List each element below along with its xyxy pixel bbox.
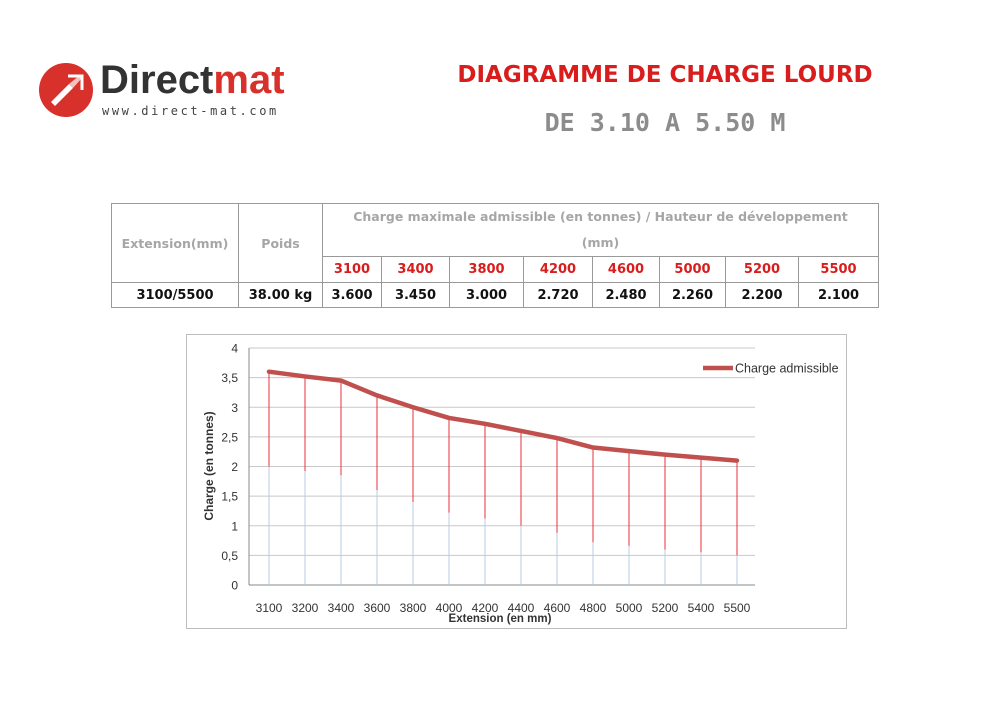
value-cell: 2.200: [725, 282, 799, 308]
header-weight: Poids: [238, 203, 323, 283]
page-title: DIAGRAMME DE CHARGE LOURD: [457, 62, 873, 88]
x-tick-label: 3200: [292, 601, 319, 615]
page-subtitle: DE 3.10 A 5.50 M: [544, 108, 786, 137]
y-tick-label: 1: [231, 519, 238, 533]
series-line-charge-admissible: [266, 369, 740, 463]
y-tick-label: 4: [231, 342, 238, 356]
x-tick-label: 4800: [580, 601, 607, 615]
x-tick-label: 5000: [616, 601, 643, 615]
x-tick-label: 5200: [652, 601, 679, 615]
x-tick-label: 5400: [688, 601, 715, 615]
directmat-logo: Directmat www.direct-mat.com: [38, 58, 328, 124]
y-tick-label: 3,5: [221, 371, 238, 385]
x-tick-label: 4000: [436, 601, 463, 615]
directmat-logo-icon: [39, 63, 93, 117]
x-tick-label: 4200: [472, 601, 499, 615]
x-tick-label: 5500: [724, 601, 751, 615]
table-row: 3100/5500 38.00 kg 3.600 3.450 3.000 2.7…: [111, 282, 880, 308]
height-cell: 4200: [523, 256, 593, 283]
y-tick-label: 2: [231, 460, 238, 474]
value-cell: 2.720: [523, 282, 593, 308]
row-extension: 3100/5500: [111, 282, 239, 308]
x-tick-label: 3800: [400, 601, 427, 615]
header-extension: Extension(mm): [111, 203, 239, 283]
value-cell: 2.100: [797, 282, 880, 308]
height-cell: 5500: [797, 256, 880, 283]
y-axis-title: Charge (en tonnes): [202, 411, 216, 520]
value-cell: 2.260: [659, 282, 726, 308]
value-cell: 3.000: [449, 282, 524, 308]
legend-label: Charge admissible: [735, 362, 839, 376]
x-tick-label: 3100: [256, 601, 283, 615]
x-tick-label: 3600: [364, 601, 391, 615]
y-tick-label: 0,5: [221, 549, 238, 563]
header-charge: Charge maximale admissible (en tonnes) /…: [321, 203, 880, 257]
value-cell: 3.600: [322, 282, 382, 308]
y-tick-label: 3: [231, 401, 238, 415]
chart-frame: [186, 334, 847, 629]
value-cell: 3.450: [381, 282, 450, 308]
y-tick-label: 2,5: [221, 430, 238, 444]
load-table: Extension(mm) Poids Charge maximale admi…: [111, 203, 880, 308]
logo-wordmark: Directmat: [100, 58, 285, 102]
y-tick-label: 1,5: [221, 490, 238, 504]
height-cell: 4600: [592, 256, 660, 283]
y-tick-label: 0: [231, 579, 238, 593]
x-tick-label: 3400: [328, 601, 355, 615]
x-tick-label: 4400: [508, 601, 535, 615]
x-axis-title: Extension (en mm): [449, 613, 552, 625]
height-cell: 5000: [659, 256, 726, 283]
logo-url: www.direct-mat.com: [102, 104, 279, 118]
x-tick-label: 4600: [544, 601, 571, 615]
row-weight: 38.00 kg: [238, 282, 323, 308]
